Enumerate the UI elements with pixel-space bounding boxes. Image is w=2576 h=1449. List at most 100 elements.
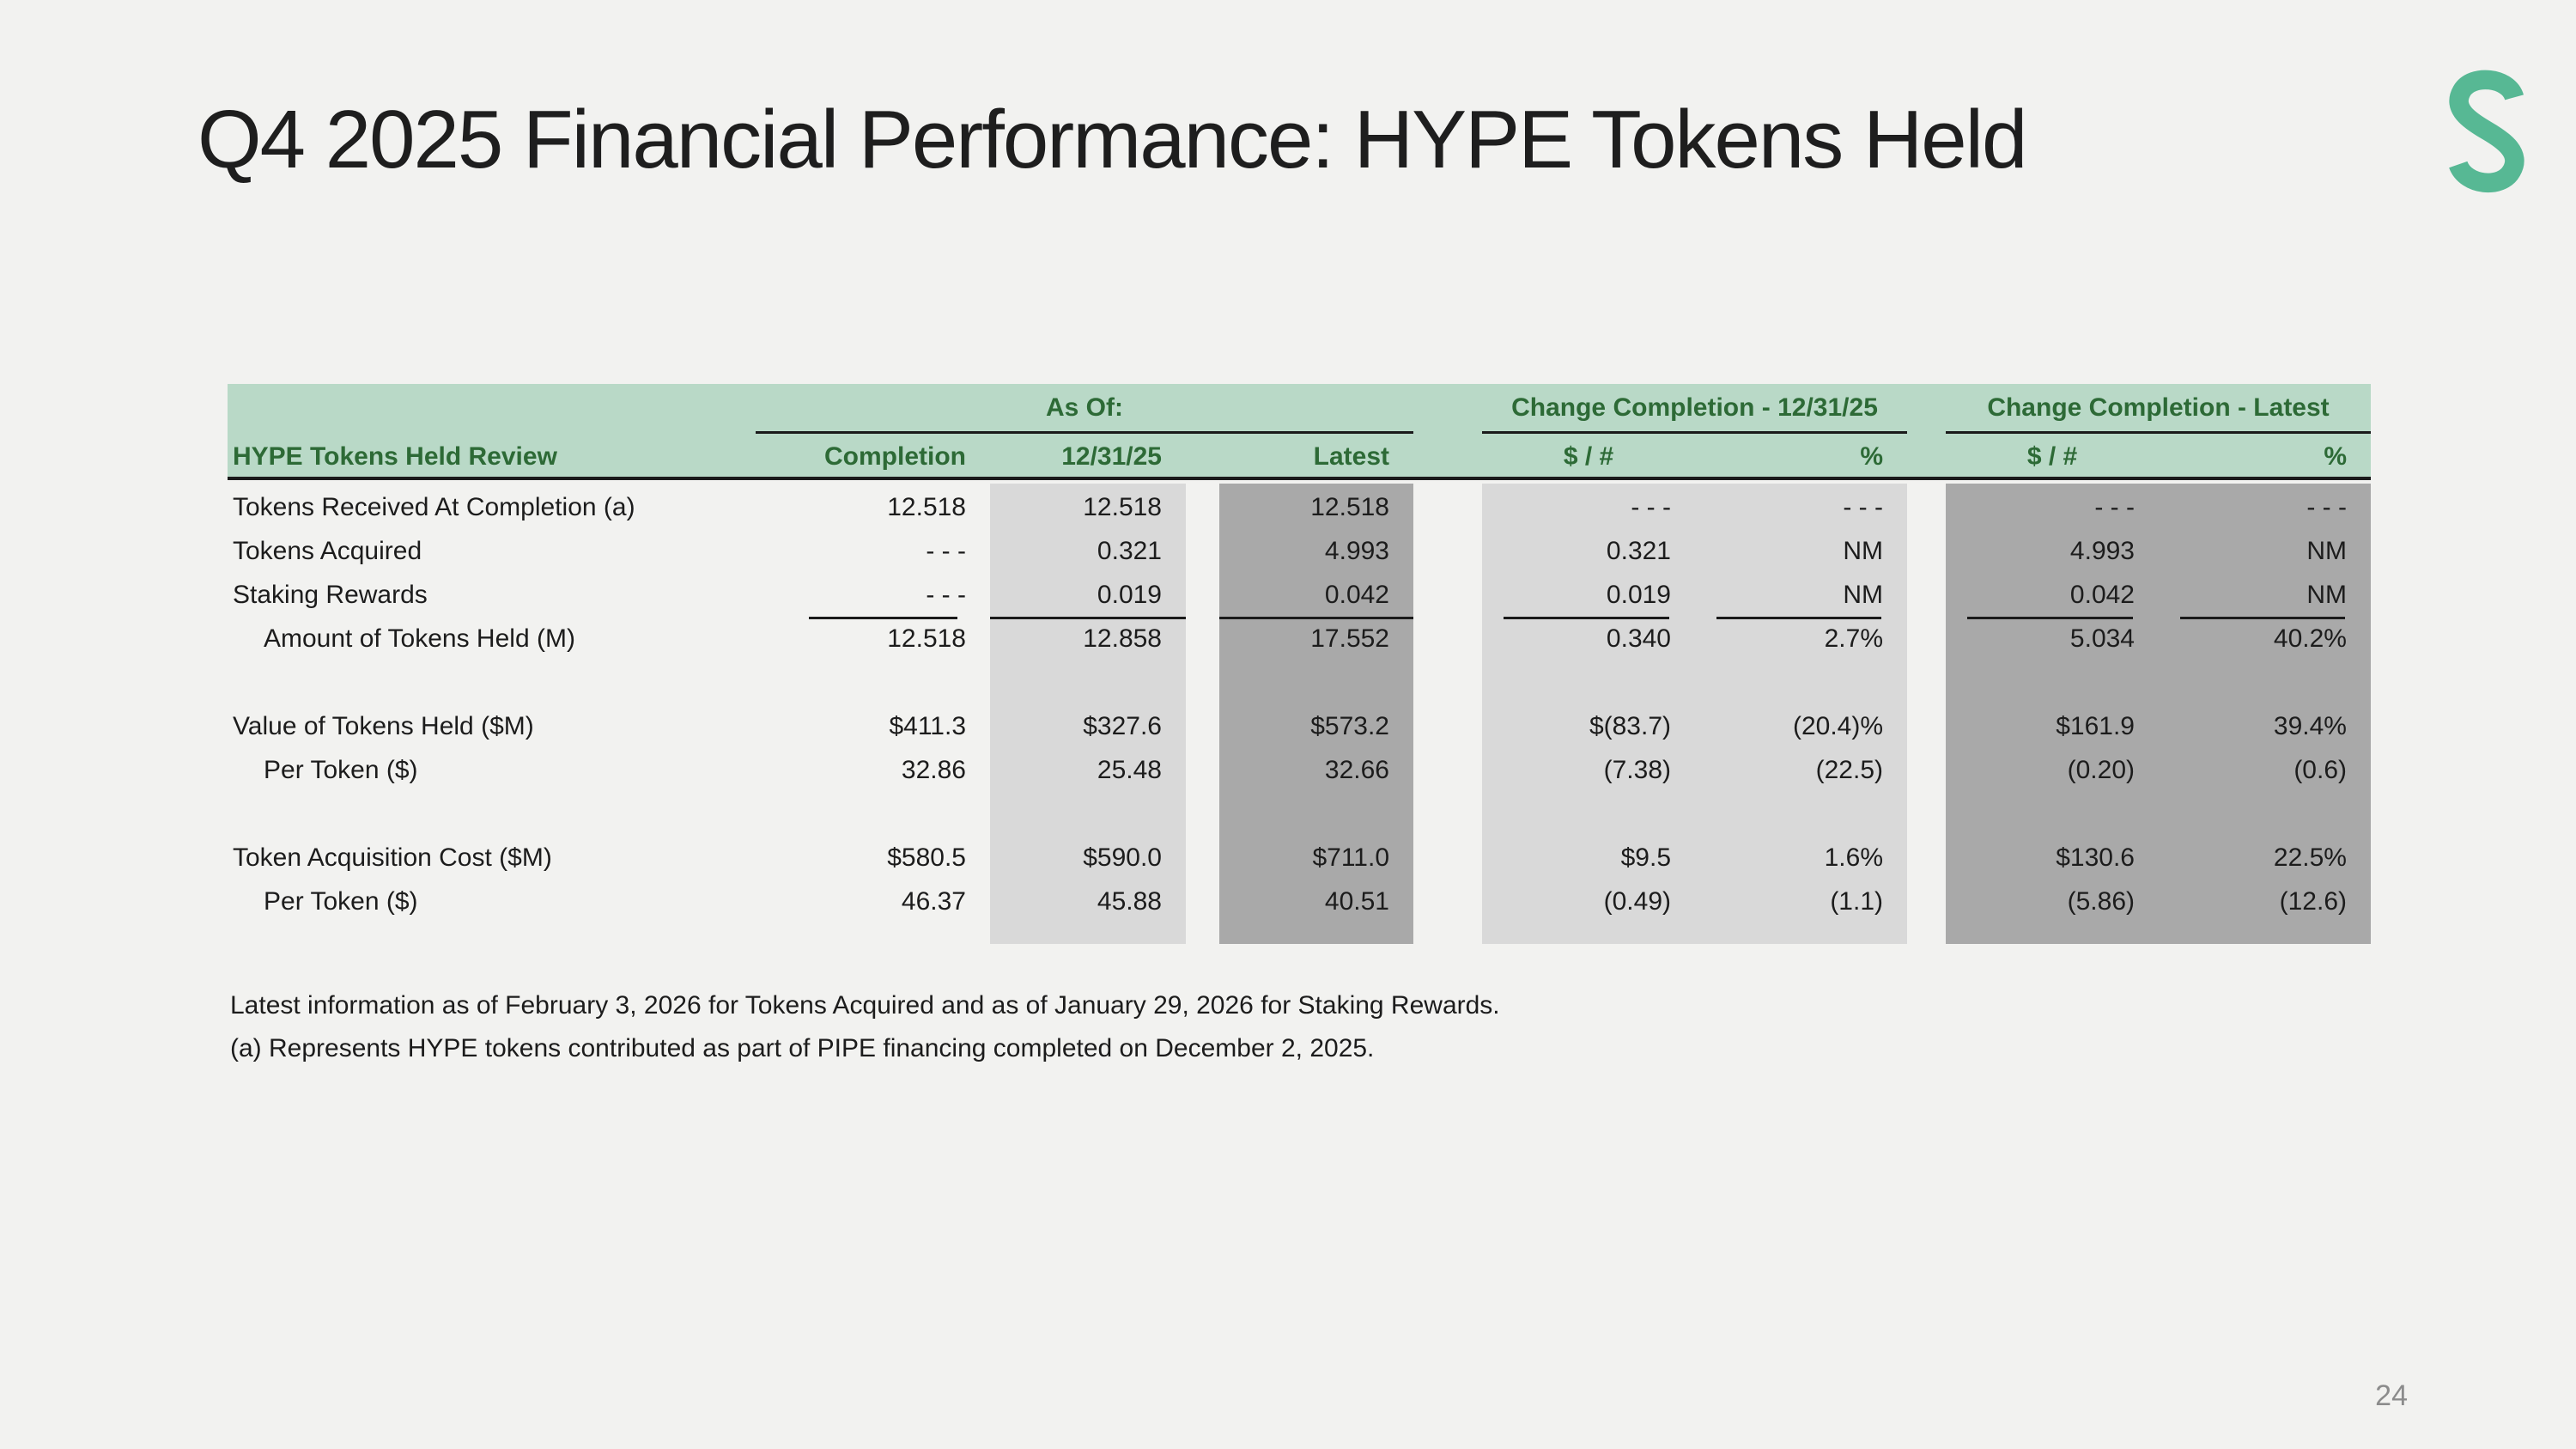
cell-value: (0.20) <box>2067 755 2135 784</box>
cell-value: 40.2% <box>2159 617 2371 661</box>
row-label: Token Acquisition Cost ($M) <box>233 843 552 872</box>
cell-value: 45.88 <box>1097 886 1162 916</box>
cell-value: 4.993 <box>2069 536 2135 565</box>
cell-value: - - - <box>1631 492 1671 521</box>
column-highlight-latest <box>1219 484 1413 944</box>
cell-value: 0.340 <box>1482 617 1695 661</box>
group-header-spacer <box>228 384 756 434</box>
blank-row <box>228 792 2371 836</box>
table-row: Staking Rewards - - - 0.019 0.042 0.019 … <box>228 573 2371 617</box>
row-label: Per Token ($) <box>264 755 418 784</box>
cell-value: 32.66 <box>1324 755 1389 784</box>
cell-value: NM <box>1843 536 1883 565</box>
col-header-completion: Completion <box>824 442 966 471</box>
cell-value: 39.4% <box>2273 711 2347 740</box>
cell-value: (1.1) <box>1830 886 1883 916</box>
cell-value: $327.6 <box>1083 711 1162 740</box>
row-label: Staking Rewards <box>233 580 428 609</box>
col-header-pct-change-1: % <box>1860 442 1883 471</box>
footnote-line: Latest information as of February 3, 202… <box>230 991 1500 1020</box>
cell-value: 4.993 <box>1324 536 1389 565</box>
cell-value: (5.86) <box>2067 886 2135 916</box>
cell-value: $711.0 <box>1312 843 1389 872</box>
row-label: Value of Tokens Held ($M) <box>233 711 534 740</box>
cell-value: 0.321 <box>1097 536 1162 565</box>
col-header-dollar-change-1: $ / # <box>1563 442 1614 471</box>
group-header-change-12-31-25: Change Completion - 12/31/25 <box>1482 384 1907 434</box>
cell-value: 0.019 <box>1606 580 1671 609</box>
col-header-dollar-change-2: $ / # <box>2026 442 2078 471</box>
cell-value: $161.9 <box>2056 711 2135 740</box>
cell-value: 0.042 <box>2069 580 2135 609</box>
cell-value: (0.49) <box>1603 886 1671 916</box>
footnote-line: (a) Represents HYPE tokens contributed a… <box>230 1034 1375 1062</box>
cell-value: 5.034 <box>1946 617 2159 661</box>
footnotes: Latest information as of February 3, 202… <box>230 984 1500 1070</box>
cell-value: - - - <box>2094 492 2135 521</box>
cell-value: 12.518 <box>1083 492 1162 521</box>
cell-value: - - - <box>2306 492 2347 521</box>
cell-value: - - - <box>926 580 966 609</box>
cell-value: 12.518 <box>1310 492 1389 521</box>
cell-value: - - - <box>926 536 966 565</box>
group-header-as-of: As Of: <box>756 384 1413 434</box>
cell-value: - - - <box>1843 492 1883 521</box>
group-header-change-latest: Change Completion - Latest <box>1946 384 2371 434</box>
cell-value: 0.019 <box>1097 580 1162 609</box>
cell-value: 40.51 <box>1324 886 1389 916</box>
cell-value: $411.3 <box>889 711 966 740</box>
cell-value: 0.321 <box>1606 536 1671 565</box>
cell-value: 22.5% <box>2273 843 2347 872</box>
cell-value: 2.7% <box>1695 617 1907 661</box>
group-header-gap <box>1907 384 1946 434</box>
hype-tokens-table: As Of: Change Completion - 12/31/25 Chan… <box>228 384 2371 947</box>
row-label: Per Token ($) <box>264 886 418 916</box>
table-grid: As Of: Change Completion - 12/31/25 Chan… <box>228 384 2371 947</box>
cell-value: $580.5 <box>887 843 966 872</box>
column-highlight-change-12-31-25 <box>1482 484 1907 944</box>
group-header-gap <box>1413 384 1482 434</box>
cell-value: $9.5 <box>1620 843 1671 872</box>
cell-value: (22.5) <box>1815 755 1883 784</box>
table-row: Value of Tokens Held ($M) $411.3 $327.6 … <box>228 704 2371 748</box>
column-highlight-change-latest <box>1946 484 2371 944</box>
cell-value: 25.48 <box>1097 755 1162 784</box>
cell-value: 0.042 <box>1324 580 1389 609</box>
cell-value: $590.0 <box>1083 843 1162 872</box>
cell-value: $(83.7) <box>1589 711 1671 740</box>
cell-value: (0.6) <box>2293 755 2347 784</box>
page-title: Q4 2025 Financial Performance: HYPE Toke… <box>197 94 2027 186</box>
table-row: Token Acquisition Cost ($M) $580.5 $590.… <box>228 836 2371 880</box>
row-label: Amount of Tokens Held (M) <box>264 624 575 653</box>
cell-value: $130.6 <box>2056 843 2135 872</box>
page-number: 24 <box>2375 1379 2408 1412</box>
cell-value: (20.4)% <box>1792 711 1883 740</box>
cell-value: NM <box>1843 580 1883 609</box>
corner-label: HYPE Tokens Held Review <box>233 442 557 471</box>
cell-value: 17.552 <box>1219 617 1413 661</box>
cell-value: (7.38) <box>1603 755 1671 784</box>
cell-value: $573.2 <box>1310 711 1389 740</box>
table-row: Tokens Acquired - - - 0.321 4.993 0.321 … <box>228 529 2371 573</box>
cell-value: 1.6% <box>1824 843 1883 872</box>
blank-row <box>228 661 2371 704</box>
cell-value: (12.6) <box>2279 886 2347 916</box>
table-group-header-row: As Of: Change Completion - 12/31/25 Chan… <box>228 384 2371 434</box>
table-row: Per Token ($) 46.37 45.88 40.51 (0.49) (… <box>228 880 2371 923</box>
cell-value: 12.858 <box>990 617 1186 661</box>
table-row: Per Token ($) 32.86 25.48 32.66 (7.38) (… <box>228 748 2371 792</box>
cell-value: 12.518 <box>756 617 990 661</box>
cell-value: 12.518 <box>887 492 966 521</box>
row-label: Tokens Acquired <box>233 536 422 565</box>
cell-value: 32.86 <box>901 755 966 784</box>
column-highlight-12-31-25 <box>990 484 1186 944</box>
col-header-pct-change-2: % <box>2324 442 2347 471</box>
company-logo-icon <box>2449 70 2524 193</box>
table-row: Tokens Received At Completion (a) 12.518… <box>228 485 2371 529</box>
cell-value: NM <box>2306 580 2347 609</box>
col-header-latest: Latest <box>1313 442 1389 471</box>
cell-value: 46.37 <box>901 886 966 916</box>
table-column-header-row: HYPE Tokens Held Review Completion 12/31… <box>228 434 2371 480</box>
row-label: Tokens Received At Completion (a) <box>233 492 635 521</box>
